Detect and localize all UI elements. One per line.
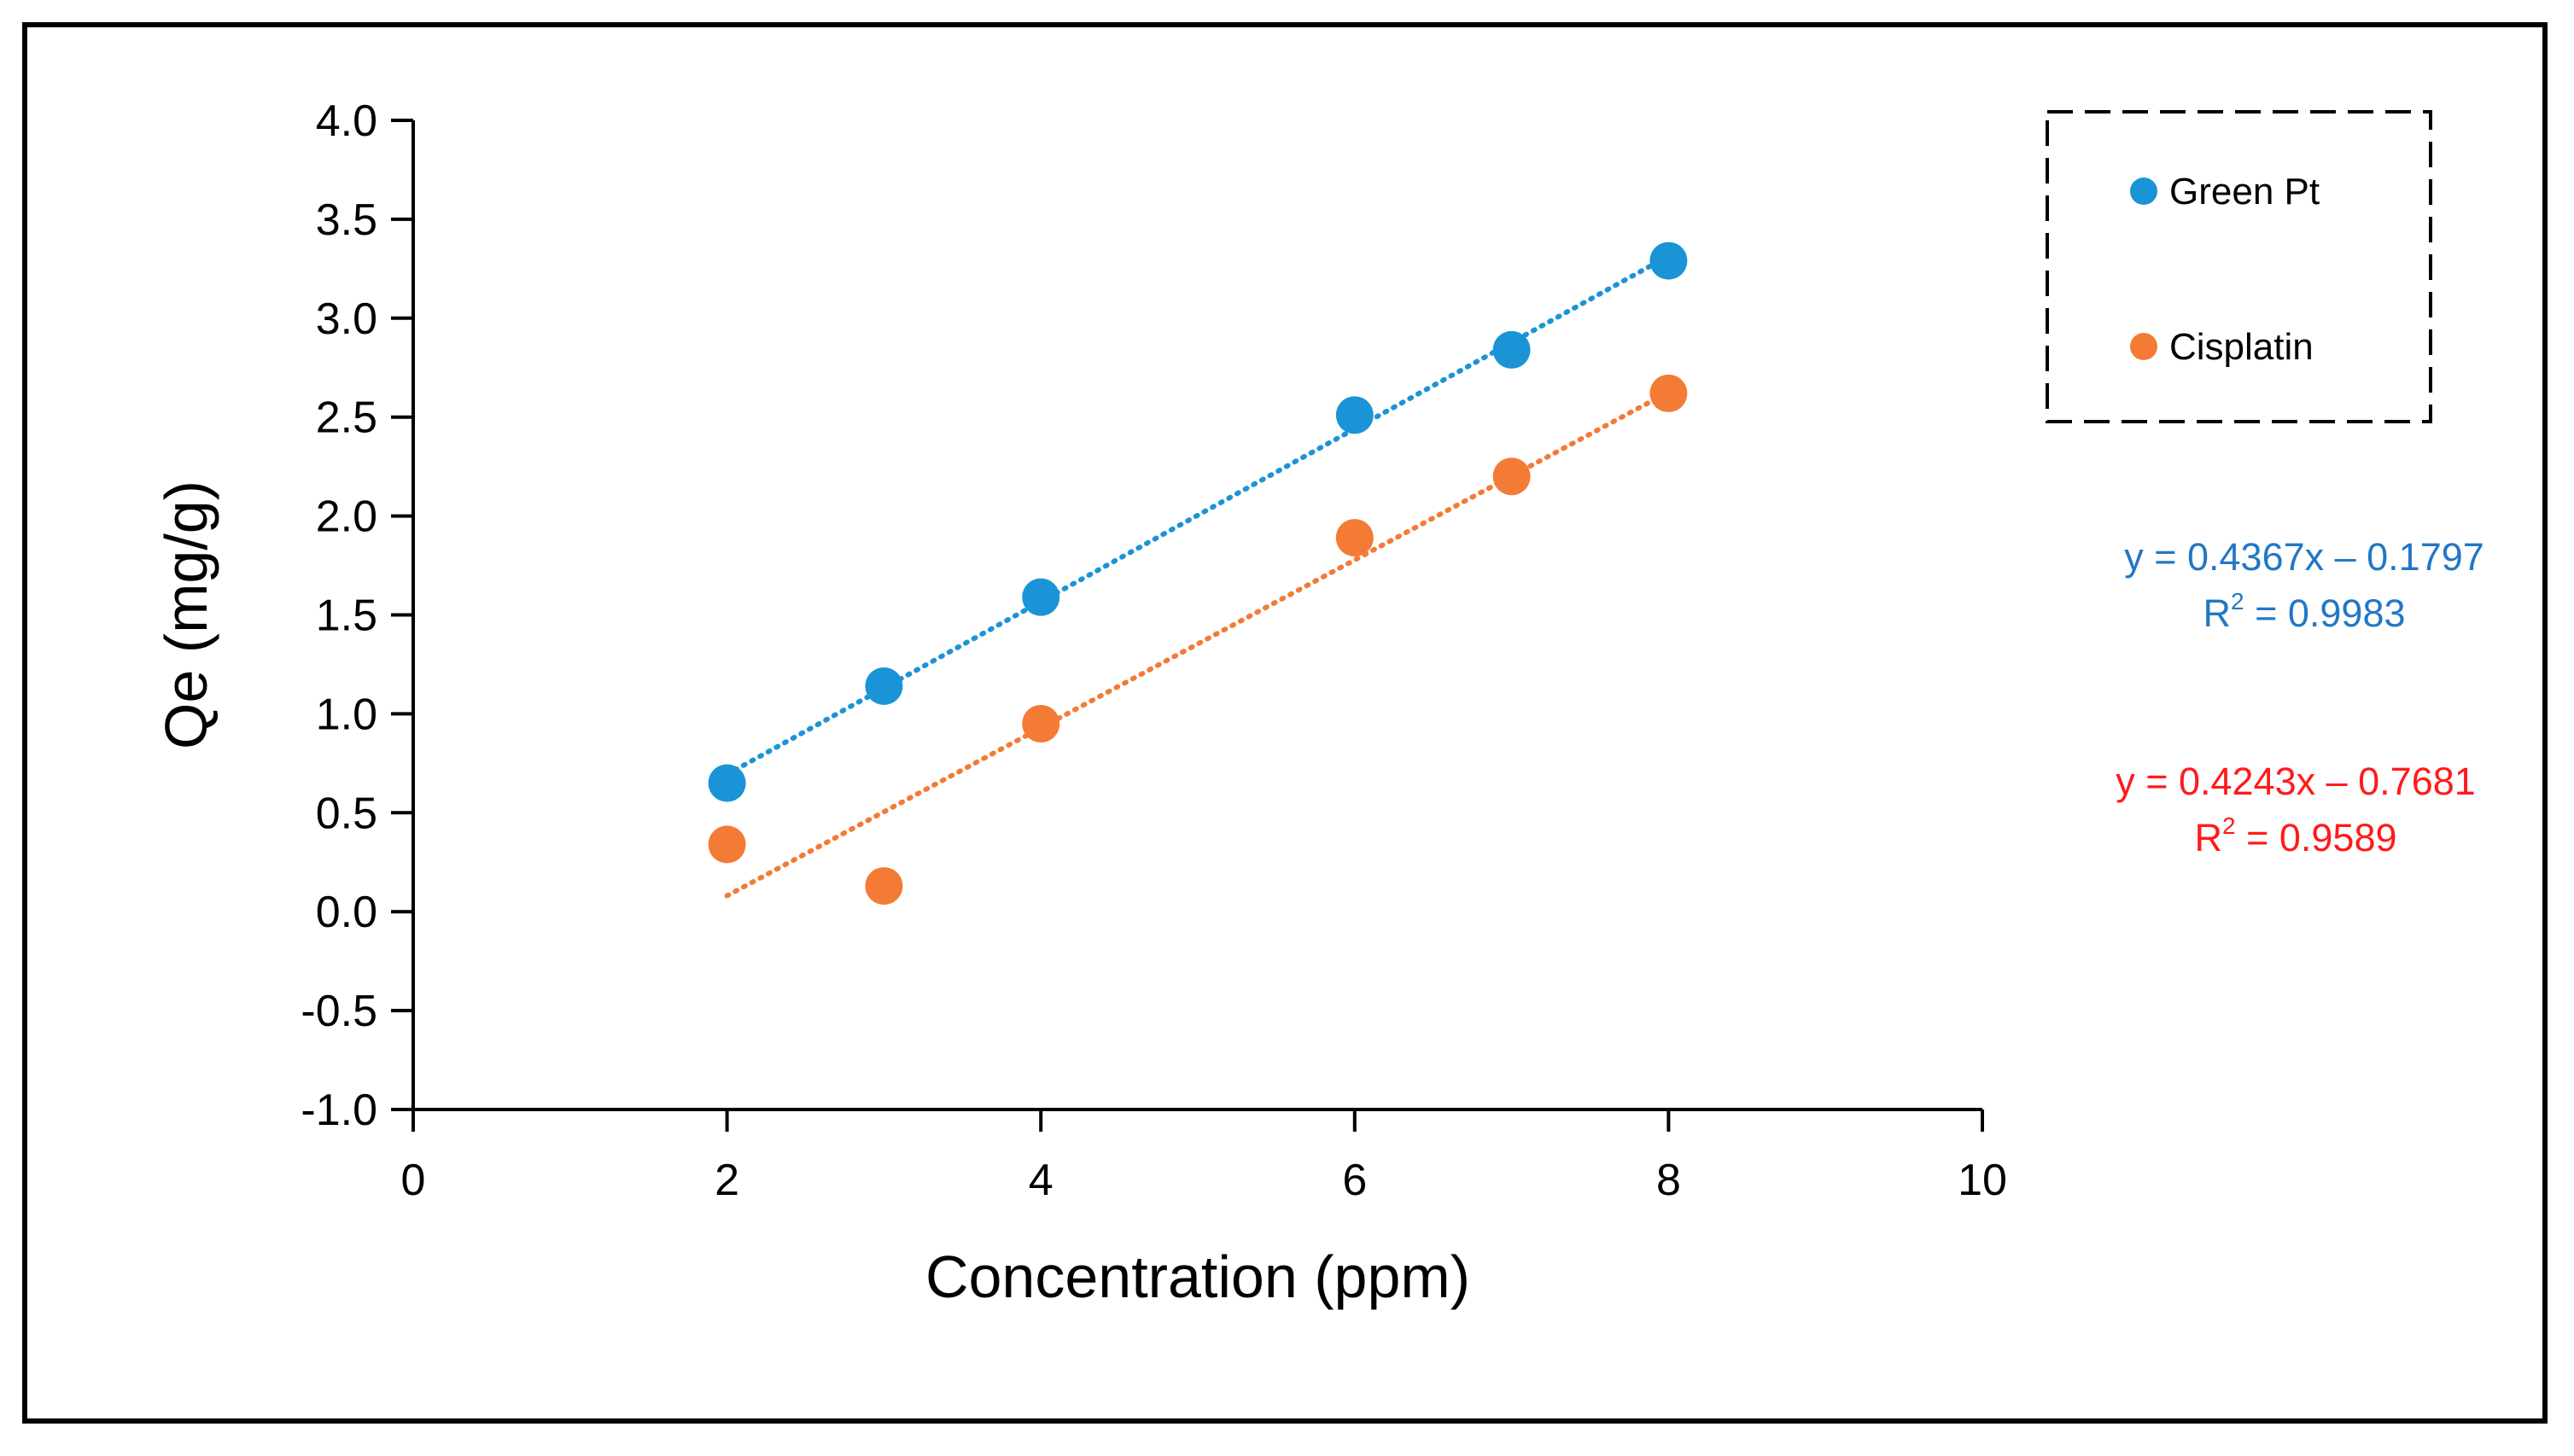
y-tick-label: 2.0 — [316, 492, 377, 542]
y-tick-label: 1.0 — [316, 690, 377, 739]
y-tick-label: 0.0 — [316, 888, 377, 937]
scatter-chart: -1.0 -0.5 0.0 0.5 1.0 1.5 2.0 2.5 3.0 3.5 4.0 0 2 4 6 8… — [153, 96, 2484, 1310]
equation-cisplatin: y = 0.4243x – 0.7681 — [2116, 760, 2476, 803]
x-axis-title: Concentration (ppm) — [925, 1243, 1470, 1310]
y-tick-label: 4.0 — [316, 96, 377, 146]
trendline-equations: y = 0.4367x – 0.1797 R2 = 0.9983 y = 0.4… — [2116, 535, 2484, 859]
x-tick-label: 2 — [715, 1156, 739, 1205]
y-tick-label: -0.5 — [301, 987, 377, 1036]
point-cisplatin — [1022, 704, 1060, 743]
legend-marker-cisplatin — [2130, 333, 2157, 360]
legend-label-cisplatin: Cisplatin — [2169, 326, 2314, 368]
data-points — [708, 242, 1688, 906]
point-cisplatin — [1335, 519, 1374, 557]
point-green-pt — [1022, 578, 1060, 616]
x-tick-label: 0 — [401, 1156, 426, 1205]
y-tick-label: 1.5 — [316, 591, 377, 641]
y-axis-title: Qe (mg/g) — [153, 480, 219, 749]
point-cisplatin — [865, 867, 903, 906]
axes: -1.0 -0.5 0.0 0.5 1.0 1.5 2.0 2.5 3.0 3.5 4.0 0 2 4 6 8… — [301, 96, 2007, 1205]
x-tick-label: 8 — [1656, 1156, 1681, 1205]
chart-frame: -1.0 -0.5 0.0 0.5 1.0 1.5 2.0 2.5 3.0 3.5 4.0 0 2 4 6 8… — [22, 22, 2548, 1424]
x-tick-label: 4 — [1029, 1156, 1054, 1205]
point-cisplatin — [1492, 457, 1531, 496]
point-green-pt — [708, 764, 746, 802]
legend: Green Pt Cisplatin — [2046, 110, 2432, 423]
x-tick-label: 10 — [1958, 1156, 2007, 1205]
point-green-pt — [1492, 330, 1531, 369]
x-tick-label: 6 — [1342, 1156, 1367, 1205]
legend-label-green-pt: Green Pt — [2169, 171, 2320, 213]
point-cisplatin — [708, 825, 746, 864]
y-tick-label: -1.0 — [301, 1086, 377, 1135]
legend-marker-green-pt — [2130, 178, 2157, 205]
point-green-pt — [1649, 242, 1688, 280]
r-squared-green-pt: R2 = 0.9983 — [2203, 588, 2406, 635]
y-tick-label: 3.5 — [316, 195, 377, 245]
trendline-green-pt — [724, 253, 1672, 778]
y-tick-label: 0.5 — [316, 789, 377, 838]
y-tick-label: 3.0 — [316, 294, 377, 344]
equation-green-pt: y = 0.4367x – 0.1797 — [2124, 535, 2484, 579]
legend-box — [2046, 110, 2432, 423]
point-cisplatin — [1649, 374, 1688, 412]
point-green-pt — [865, 667, 903, 705]
y-tick-label: 2.5 — [316, 393, 377, 443]
point-green-pt — [1335, 396, 1374, 434]
r-squared-cisplatin: R2 = 0.9589 — [2195, 812, 2397, 859]
